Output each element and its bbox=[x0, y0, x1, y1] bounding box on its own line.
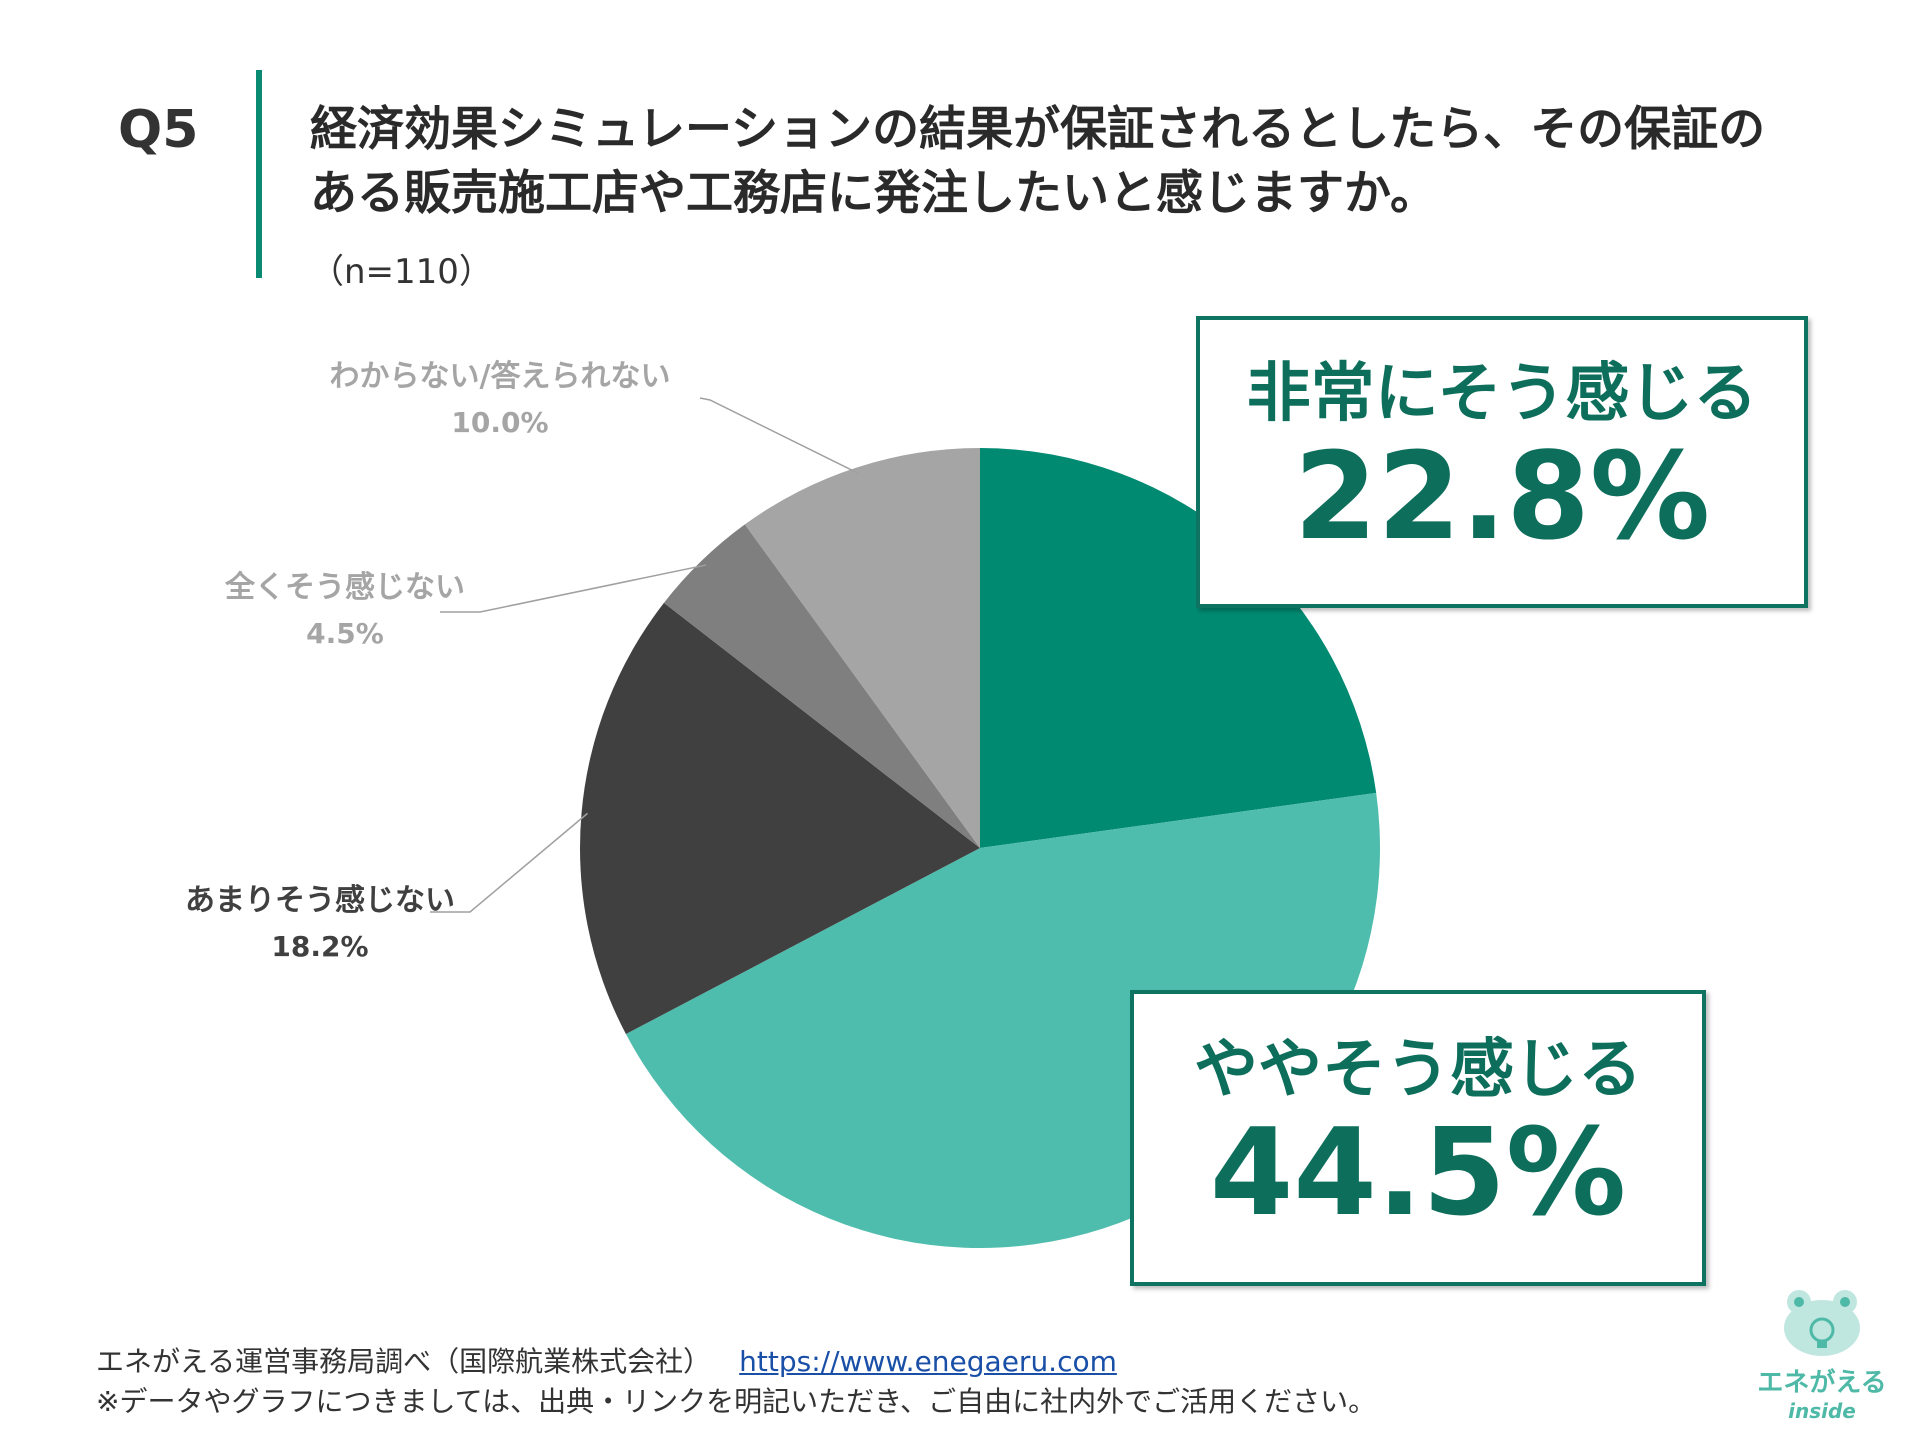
slice-label-mattaku-value: 4.5% bbox=[306, 617, 384, 650]
slice-label-wakaranai-value: 10.0% bbox=[451, 406, 549, 439]
slice-label-amari-text: あまりそう感じない bbox=[185, 883, 455, 918]
callout-hijou: 非常にそう感じる 22.8% bbox=[1196, 316, 1808, 608]
question-number: Q5 bbox=[118, 100, 199, 160]
callout-yaya: ややそう感じる 44.5% bbox=[1130, 990, 1706, 1286]
slice-label-mattaku: 全くそう感じない 4.5% bbox=[195, 565, 495, 657]
question-line-1: 経済効果シミュレーションの結果が保証されるとしたら、その保証の bbox=[310, 102, 1766, 157]
slice-mattaku bbox=[663, 524, 980, 848]
slice-mattaku-leader bbox=[440, 564, 706, 613]
slice-wakaranai bbox=[744, 448, 980, 848]
callout-yaya-label: ややそう感じる bbox=[1194, 1033, 1642, 1107]
brand-logo: エネがえる inside bbox=[1752, 1280, 1892, 1423]
slice-label-amari: あまりそう感じない 18.2% bbox=[150, 878, 490, 970]
slice-wakaranai-leader bbox=[699, 397, 859, 474]
logo-sub-text: inside bbox=[1788, 1399, 1856, 1423]
question-text: 経済効果シミュレーションの結果が保証されるとしたら、その保証の ある販売施工店や… bbox=[310, 98, 1870, 226]
accent-divider bbox=[256, 70, 262, 278]
callout-hijou-value: 22.8% bbox=[1293, 428, 1711, 567]
usage-note: ※データやグラフにつきましては、出典・リンクを明記いただき、ご自由に社内外でご活… bbox=[96, 1385, 1377, 1418]
slice-label-amari-value: 18.2% bbox=[271, 930, 369, 963]
sample-size: （n=110） bbox=[310, 252, 493, 292]
source-credit: エネがえる運営事務局調べ（国際航業株式会社） https://www.enegae… bbox=[96, 1340, 1117, 1380]
slice-hijou bbox=[980, 448, 1377, 848]
slice-label-wakaranai: わからない/答えられない 10.0% bbox=[290, 354, 710, 446]
source-link[interactable]: https://www.enegaeru.com bbox=[739, 1345, 1117, 1378]
question-line-2: ある販売施工店や工務店に発注したいと感じますか。 bbox=[310, 166, 1438, 221]
slice-amari bbox=[579, 602, 980, 1035]
frog-lightbulb-icon bbox=[1784, 1290, 1860, 1356]
callout-yaya-value: 44.5% bbox=[1209, 1104, 1627, 1243]
slice-amari-leader bbox=[430, 812, 589, 913]
source-text: エネがえる運営事務局調べ（国際航業株式会社） bbox=[96, 1345, 712, 1378]
callout-hijou-label: 非常にそう感じる bbox=[1246, 357, 1758, 431]
logo-brand-text: エネがえる bbox=[1757, 1368, 1887, 1398]
slice-label-wakaranai-text: わからない/答えられない bbox=[329, 359, 671, 394]
slice-label-mattaku-text: 全くそう感じない bbox=[225, 570, 465, 605]
